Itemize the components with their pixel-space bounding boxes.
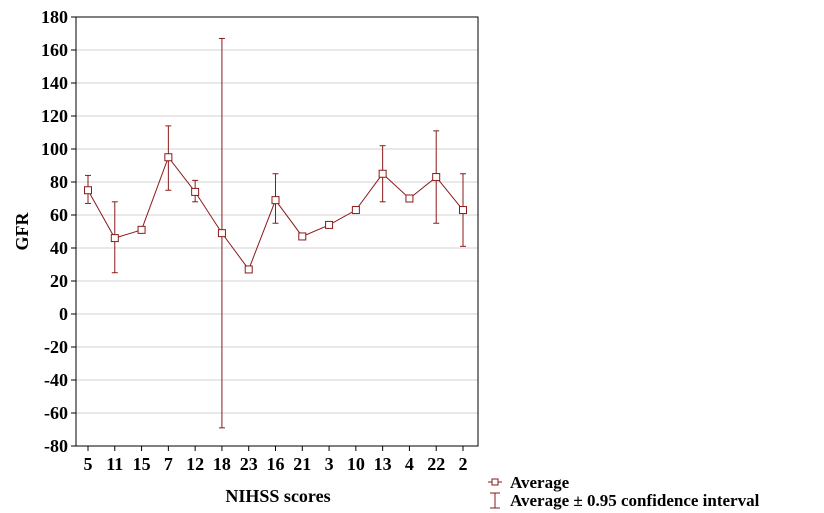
legend-marker-average-icon xyxy=(488,478,502,486)
y-tick-label: 60 xyxy=(50,205,68,225)
x-tick-label: 15 xyxy=(133,454,151,474)
data-point-marker xyxy=(110,234,119,243)
gridlines xyxy=(76,49,478,414)
y-tick-label: 20 xyxy=(50,271,68,291)
x-tick-label: 10 xyxy=(347,454,365,474)
x-tick-label: 18 xyxy=(213,454,231,474)
y-tick-label: -60 xyxy=(44,403,68,423)
data-point-marker xyxy=(459,206,467,215)
y-tick-label: 0 xyxy=(59,304,68,324)
y-tick-label: 100 xyxy=(41,139,68,159)
data-point-marker xyxy=(432,173,441,182)
y-tick-label: 80 xyxy=(50,172,68,192)
y-tick-label: 160 xyxy=(41,40,68,60)
data-point-marker xyxy=(84,186,92,195)
y-tick-label: 140 xyxy=(41,73,68,93)
data-point-marker xyxy=(137,225,146,234)
legend: Average Average ± 0.95 confidence interv… xyxy=(488,473,760,510)
data-point-marker xyxy=(271,196,280,205)
x-tick-label: 11 xyxy=(106,454,123,474)
y-tick-label: 180 xyxy=(41,7,68,27)
data-point-marker xyxy=(325,220,334,229)
data-point-marker xyxy=(298,232,307,241)
legend-errorbar-icon xyxy=(490,492,500,509)
x-tick-label: 3 xyxy=(325,454,334,474)
y-tick-label: -40 xyxy=(44,370,68,390)
x-tick-label: 4 xyxy=(405,454,414,474)
x-tick-label: 21 xyxy=(293,454,311,474)
x-tick-label: 13 xyxy=(374,454,392,474)
x-tick-label: 7 xyxy=(164,454,173,474)
y-tick-label: -20 xyxy=(44,337,68,357)
y-axis-title: GFR xyxy=(12,212,32,251)
plot-frame xyxy=(75,16,479,447)
x-axis-ticks: 5 11 15 7 12 18 23 16 21 3 10 13 4 22 2 xyxy=(84,446,468,474)
data-point-marker xyxy=(378,169,387,178)
x-tick-label: 5 xyxy=(84,454,93,474)
y-axis-ticks: -80 -60 -40 -20 0 20 40 60 80 100 120 140 160 180 xyxy=(41,7,76,456)
x-tick-label: 12 xyxy=(186,454,204,474)
data-point-marker xyxy=(405,194,414,203)
y-tick-label: 120 xyxy=(41,106,68,126)
x-tick-label: 23 xyxy=(240,454,258,474)
y-tick-label: 40 xyxy=(50,238,68,258)
series-markers xyxy=(84,153,467,274)
data-point-marker xyxy=(164,153,173,162)
data-point-marker xyxy=(191,187,200,196)
x-tick-label: 2 xyxy=(459,454,468,474)
x-tick-label: 22 xyxy=(427,454,445,474)
legend-label-average: Average xyxy=(510,473,570,492)
data-point-marker xyxy=(244,265,253,274)
data-point-marker xyxy=(351,206,360,215)
x-axis-title: NIHSS scores xyxy=(225,486,330,506)
data-point-marker xyxy=(217,229,226,238)
x-tick-label: 16 xyxy=(267,454,285,474)
y-tick-label: -80 xyxy=(44,436,68,456)
legend-label-confidence-interval: Average ± 0.95 confidence interval xyxy=(510,491,760,510)
